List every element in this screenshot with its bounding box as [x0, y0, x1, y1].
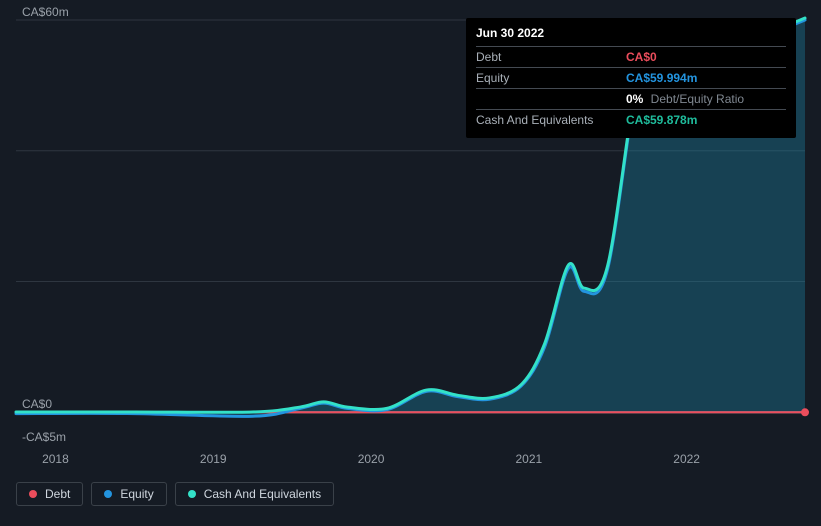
tooltip-row: DebtCA$0	[476, 47, 786, 68]
legend-item-label: Cash And Equivalents	[204, 487, 321, 501]
tooltip-row: 0% Debt/Equity Ratio	[476, 89, 786, 110]
tooltip-date: Jun 30 2022	[476, 26, 786, 40]
tooltip-table: DebtCA$0EquityCA$59.994m0% Debt/Equity R…	[476, 46, 786, 130]
tooltip-row-value: CA$59.994m	[626, 68, 786, 89]
legend-item-cash[interactable]: Cash And Equivalents	[175, 482, 334, 506]
tooltip-row-label	[476, 89, 626, 110]
chart-tooltip: Jun 30 2022 DebtCA$0EquityCA$59.994m0% D…	[466, 18, 796, 138]
chart-legend: Debt Equity Cash And Equivalents	[16, 482, 334, 506]
legend-dot-icon	[188, 490, 196, 498]
tooltip-row: Cash And EquivalentsCA$59.878m	[476, 110, 786, 131]
tooltip-row-value: CA$0	[626, 47, 786, 68]
y-axis-tick-label: CA$0	[22, 397, 52, 411]
y-axis-tick-label: -CA$5m	[22, 430, 66, 444]
legend-item-label: Debt	[45, 487, 70, 501]
legend-dot-icon	[104, 490, 112, 498]
legend-dot-icon	[29, 490, 37, 498]
tooltip-row-value: 0% Debt/Equity Ratio	[626, 89, 786, 110]
debt-equity-chart: -CA$5m CA$0 CA$60m 2018 2019 2020 2021 2022 Ju…	[0, 0, 821, 526]
tooltip-row-label: Debt	[476, 47, 626, 68]
x-axis-tick-label: 2022	[673, 452, 700, 466]
tooltip-row-label: Cash And Equivalents	[476, 110, 626, 131]
x-axis-tick-label: 2018	[42, 452, 69, 466]
legend-item-label: Equity	[120, 487, 153, 501]
x-axis-tick-label: 2021	[515, 452, 542, 466]
y-axis-tick-label: CA$60m	[22, 5, 69, 19]
tooltip-row-label: Equity	[476, 68, 626, 89]
tooltip-row: EquityCA$59.994m	[476, 68, 786, 89]
x-axis-tick-label: 2019	[200, 452, 227, 466]
legend-item-equity[interactable]: Equity	[91, 482, 166, 506]
tooltip-row-value: CA$59.878m	[626, 110, 786, 131]
legend-item-debt[interactable]: Debt	[16, 482, 83, 506]
x-axis-tick-label: 2020	[358, 452, 385, 466]
